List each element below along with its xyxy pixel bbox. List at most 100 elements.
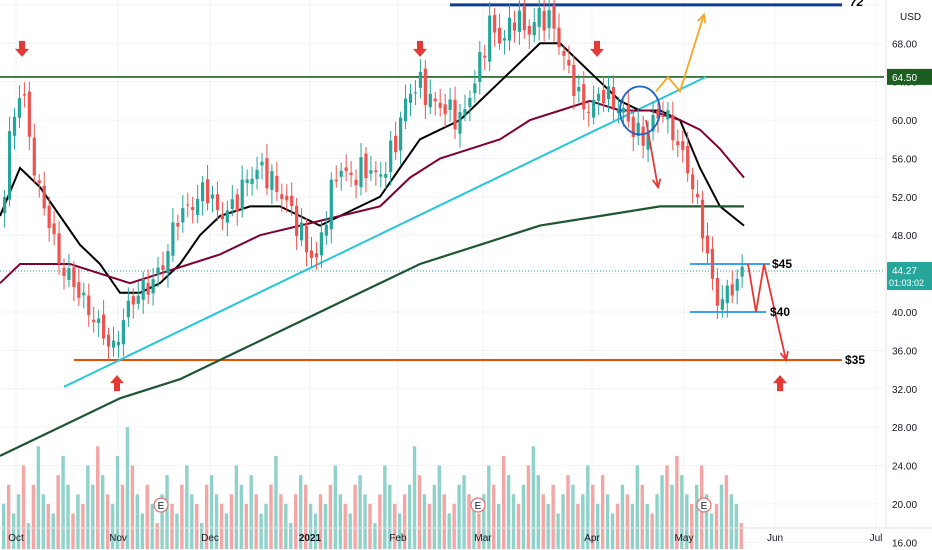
- candle-body: [567, 59, 571, 66]
- candle-body: [512, 22, 517, 31]
- volume-bar: [388, 484, 392, 549]
- candle-body: [141, 279, 145, 300]
- candle-body: [146, 282, 150, 295]
- price-tick-label: 48.00: [892, 231, 917, 242]
- volume-bar: [373, 523, 377, 549]
- candle-body: [691, 174, 695, 190]
- candle-body: [542, 10, 546, 31]
- volume-bar: [209, 475, 214, 549]
- volume-bar: [333, 465, 338, 549]
- volume-bar: [120, 484, 125, 549]
- volume-bar: [195, 503, 199, 549]
- candle-body: [725, 285, 729, 304]
- volume-bar: [91, 484, 95, 549]
- volume-bar: [670, 484, 674, 549]
- last-price-label: 44.27: [892, 266, 917, 277]
- price-axis[interactable]: 68.0064.0060.0056.0052.0048.0044.0040.00…: [885, 0, 932, 549]
- volume-bar: [338, 494, 342, 549]
- candle-body: [230, 199, 234, 209]
- volume-bar: [576, 503, 580, 549]
- price-tick-label: 52.00: [892, 193, 917, 204]
- volume-bar: [536, 475, 540, 549]
- earnings-marker-label: E: [158, 501, 165, 512]
- candle-body: [359, 156, 363, 187]
- volume-bar: [308, 503, 313, 549]
- candle-body: [408, 93, 413, 103]
- bearish-scenario-line: [747, 263, 787, 361]
- candle-body: [67, 268, 71, 281]
- volume-bar: [204, 484, 209, 549]
- candle-body: [300, 222, 304, 241]
- candle-body: [171, 222, 175, 256]
- volume-bar: [432, 484, 437, 549]
- volume-bar: [313, 513, 318, 549]
- volume-bar: [135, 494, 140, 549]
- time-axis[interactable]: Oct Nov Dec 2021 Feb Mar Apr May Jun Jul: [0, 527, 932, 544]
- red-arrow-down-icon: [413, 40, 427, 57]
- volume-bar: [556, 513, 560, 549]
- volume-bar: [254, 494, 258, 549]
- volume-bar: [393, 503, 397, 549]
- rising-trendline: [63, 75, 707, 388]
- volume-bar: [447, 513, 451, 549]
- candle-body: [656, 110, 660, 119]
- candle-body: [102, 314, 106, 339]
- candle-body: [403, 98, 408, 122]
- volume-bar: [660, 475, 664, 549]
- candle-body: [161, 265, 165, 271]
- candle-body: [601, 89, 606, 104]
- candle-body: [557, 27, 561, 48]
- candle-body: [319, 232, 323, 256]
- volume-bar: [610, 513, 615, 549]
- volume-bar: [96, 446, 100, 549]
- volume-bar: [709, 513, 714, 549]
- volume-bar: [526, 465, 531, 549]
- volume-bar: [229, 494, 234, 549]
- volume-bar: [472, 503, 476, 549]
- volume-bar: [299, 475, 303, 549]
- candle-body: [181, 208, 185, 223]
- candle-body: [730, 284, 734, 296]
- bar-countdown-label: 01:03:02: [889, 278, 924, 288]
- volume-bar: [76, 494, 80, 549]
- candle-body: [339, 170, 343, 177]
- candle-body: [111, 340, 116, 348]
- candle-body: [666, 110, 670, 120]
- candle-body: [7, 131, 12, 200]
- volume-bar: [442, 494, 446, 549]
- candle-body: [587, 111, 591, 113]
- candle-body: [522, 6, 526, 31]
- volume-bar: [695, 484, 699, 549]
- volume-bar: [358, 475, 362, 549]
- candle-body: [314, 253, 319, 258]
- candle-body: [131, 296, 135, 305]
- candle-body: [621, 107, 625, 113]
- candle-body: [42, 185, 46, 209]
- volume-bar: [620, 484, 625, 549]
- candle-body: [369, 170, 373, 174]
- candle-body: [443, 104, 447, 115]
- volume-bar: [492, 484, 496, 549]
- volume-bar: [724, 475, 729, 549]
- volume-bar: [115, 455, 120, 549]
- volume-bar: [244, 503, 248, 549]
- time-tick-label: Jun: [767, 533, 783, 544]
- candle-body: [715, 278, 719, 306]
- candle-body: [196, 198, 200, 215]
- currency-label: USD: [900, 12, 921, 23]
- candle-body: [225, 210, 229, 223]
- volume-bar: [343, 503, 347, 549]
- candle-body: [334, 179, 338, 182]
- volume-bar: [31, 484, 36, 549]
- volume-bar: [467, 494, 471, 549]
- time-tick-label: Jul: [870, 533, 883, 544]
- candle-body: [97, 318, 101, 323]
- candle-body: [458, 111, 462, 134]
- volume-bar: [155, 523, 159, 549]
- candle-body: [611, 87, 616, 109]
- candle-body: [735, 279, 739, 291]
- volume-bar: [150, 503, 154, 549]
- volume-bar: [200, 523, 204, 549]
- earnings-marker: [470, 497, 486, 513]
